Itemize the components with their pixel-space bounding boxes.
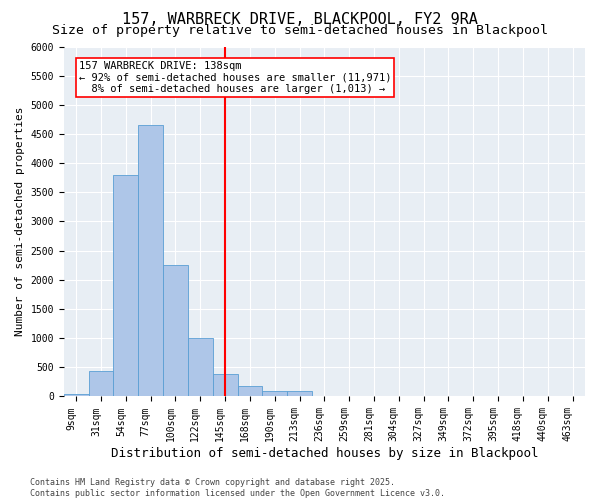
Text: 157 WARBRECK DRIVE: 138sqm
← 92% of semi-detached houses are smaller (11,971)
  : 157 WARBRECK DRIVE: 138sqm ← 92% of semi… [79, 61, 391, 94]
Bar [238, 386, 262, 396]
Bar [138, 125, 163, 396]
Text: Contains HM Land Registry data © Crown copyright and database right 2025.
Contai: Contains HM Land Registry data © Crown c… [30, 478, 445, 498]
Bar [188, 338, 212, 396]
Text: Size of property relative to semi-detached houses in Blackpool: Size of property relative to semi-detach… [52, 24, 548, 37]
Bar [64, 394, 89, 396]
Bar [163, 265, 188, 396]
Bar [212, 374, 238, 396]
X-axis label: Distribution of semi-detached houses by size in Blackpool: Distribution of semi-detached houses by … [110, 447, 538, 460]
Bar [113, 175, 138, 396]
Bar [89, 372, 113, 396]
Y-axis label: Number of semi-detached properties: Number of semi-detached properties [15, 106, 25, 336]
Bar [262, 390, 287, 396]
Bar [287, 391, 312, 396]
Text: 157, WARBRECK DRIVE, BLACKPOOL, FY2 9RA: 157, WARBRECK DRIVE, BLACKPOOL, FY2 9RA [122, 12, 478, 28]
